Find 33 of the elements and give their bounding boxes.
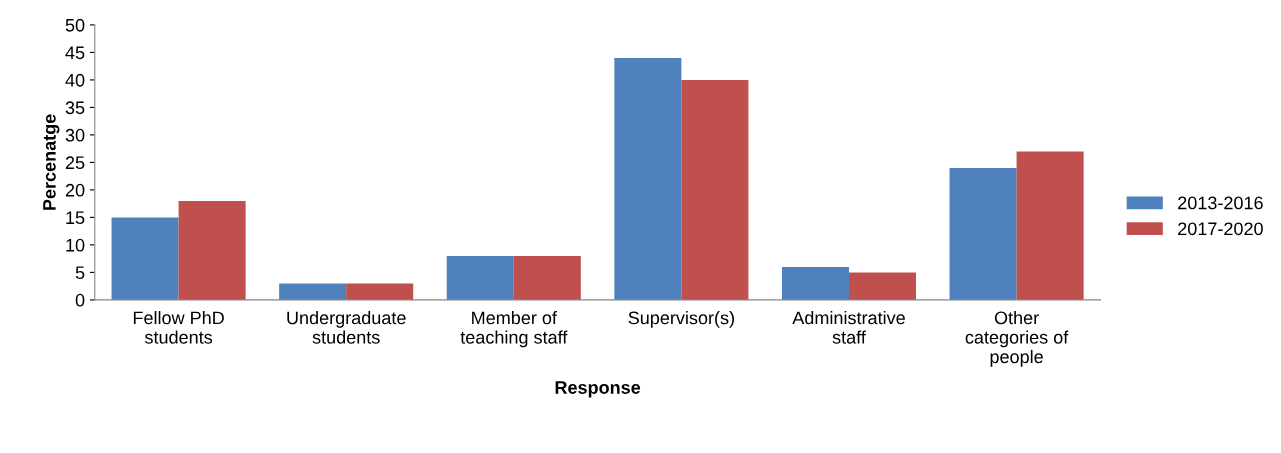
x-tick-label: Fellow PhD students	[133, 311, 224, 344]
y-axis-title: Percenatge	[43, 114, 60, 210]
bar	[446, 255, 514, 300]
bar	[279, 283, 347, 300]
bar	[681, 79, 749, 300]
y-tick-label: 35	[65, 101, 85, 115]
x-tick-label: Undergraduate students	[287, 311, 406, 344]
y-tick-label: 40	[65, 73, 85, 87]
y-tick-label: 10	[66, 238, 85, 252]
y-tick-label: 45	[65, 46, 85, 60]
bar	[848, 272, 917, 300]
bar	[178, 200, 246, 300]
y-tick-label: 0	[75, 293, 85, 307]
y-tick-label: 5	[75, 266, 85, 280]
bar	[949, 167, 1017, 300]
x-tick-label: Member of teaching staff	[460, 311, 568, 348]
legend-label: 2017-2020	[1178, 222, 1263, 236]
x-tick-label: Supervisor(s)	[628, 311, 734, 328]
bar	[346, 283, 414, 300]
y-tick-label: 50	[65, 18, 85, 32]
y-tick-label: 30	[65, 128, 85, 142]
y-tick-label: 25	[65, 156, 85, 170]
bar	[614, 57, 682, 300]
bar	[513, 255, 581, 300]
x-axis-title: Response	[555, 381, 641, 398]
y-tick-label: 15	[66, 211, 85, 225]
legend-label: 2013-2016	[1178, 196, 1263, 210]
x-tick-label: Other categories of people	[965, 311, 1069, 367]
bar	[781, 266, 849, 300]
y-tick-label: 20	[65, 183, 85, 197]
bar	[1016, 151, 1084, 300]
x-tick-label: Administrative staff	[792, 311, 905, 344]
bar	[111, 217, 179, 300]
